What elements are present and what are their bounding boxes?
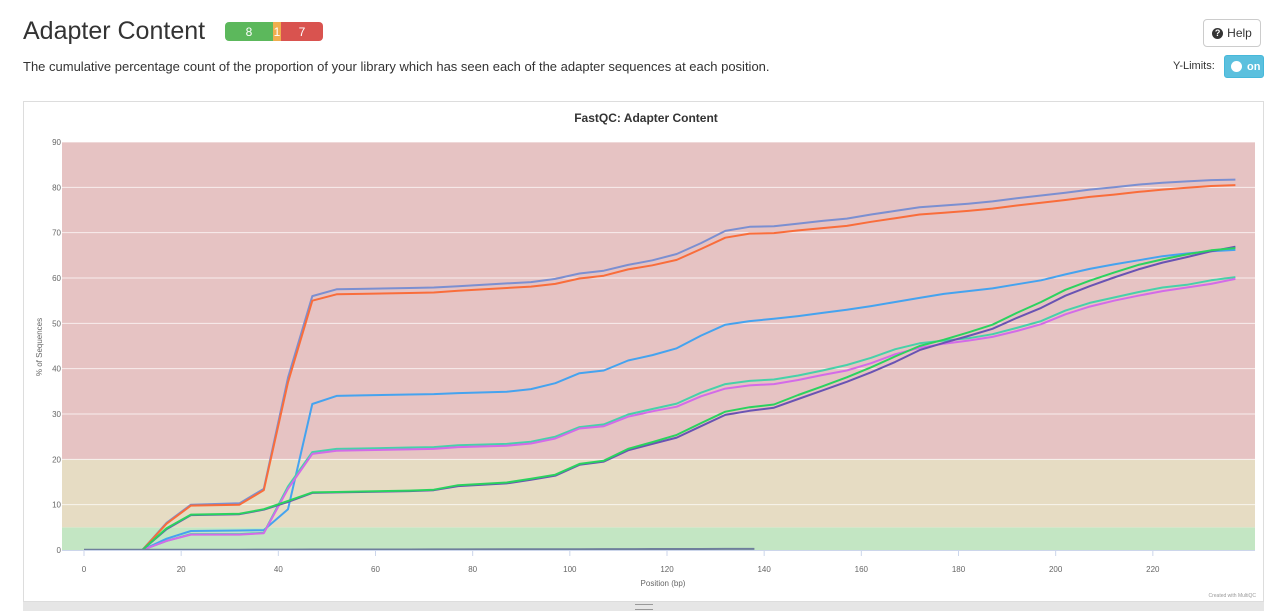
y-axis-label: % of Sequences bbox=[35, 318, 44, 376]
threshold-band bbox=[62, 527, 1255, 550]
y-tick-label: 50 bbox=[52, 319, 61, 328]
x-tick-label: 60 bbox=[371, 565, 380, 574]
toggle-knob bbox=[1231, 61, 1242, 72]
status-fail-count[interactable]: 7 bbox=[281, 22, 323, 41]
y-tick-label: 10 bbox=[52, 501, 61, 510]
help-button-label: Help bbox=[1227, 26, 1252, 40]
section-description: The cumulative percentage count of the p… bbox=[23, 59, 770, 74]
y-tick-label: 30 bbox=[52, 410, 61, 419]
page-title: Adapter Content bbox=[23, 17, 206, 45]
x-tick-label: 20 bbox=[177, 565, 186, 574]
y-tick-label: 20 bbox=[52, 455, 61, 464]
threshold-band bbox=[62, 459, 1255, 528]
y-tick-label: 80 bbox=[52, 183, 61, 192]
y-limits-label: Y-Limits: bbox=[1173, 60, 1215, 72]
question-circle-icon: ? bbox=[1212, 27, 1224, 39]
toggle-label: on bbox=[1247, 60, 1261, 73]
series-line-7[interactable] bbox=[84, 247, 1236, 551]
y-tick-label: 70 bbox=[52, 229, 61, 238]
series-line-8[interactable] bbox=[84, 547, 755, 551]
chart-credit: Created with MultiQC bbox=[1208, 593, 1256, 599]
x-axis-label: Position (bp) bbox=[641, 579, 686, 588]
x-tick-label: 80 bbox=[468, 565, 477, 574]
x-tick-label: 180 bbox=[952, 565, 966, 574]
series-line-2[interactable] bbox=[84, 184, 1236, 551]
x-tick-label: 160 bbox=[855, 565, 869, 574]
x-tick-label: 200 bbox=[1049, 565, 1063, 574]
x-tick-label: 100 bbox=[563, 565, 577, 574]
x-tick-label: 0 bbox=[82, 565, 87, 574]
threshold-band bbox=[62, 142, 1255, 460]
series-line-3[interactable] bbox=[84, 248, 1236, 551]
y-tick-label: 60 bbox=[52, 274, 61, 283]
help-button[interactable]: ? Help bbox=[1203, 19, 1261, 47]
x-tick-label: 40 bbox=[274, 565, 283, 574]
series-line-1[interactable] bbox=[84, 178, 1236, 551]
chart-svg: 0 10 20 30 40 50 60 70 80 90 0 20 40 60 80 100 120 140 160… bbox=[35, 111, 1256, 599]
status-badge[interactable]: 8 1 7 bbox=[225, 22, 323, 41]
y-tick-label: 90 bbox=[52, 138, 61, 147]
series-line-5[interactable] bbox=[84, 277, 1236, 551]
series-line-4[interactable] bbox=[84, 276, 1236, 551]
x-tick-label: 140 bbox=[757, 565, 771, 574]
status-warn-count[interactable]: 1 bbox=[273, 22, 281, 41]
chart-resize-handle[interactable] bbox=[23, 602, 1264, 611]
y-tick-label: 0 bbox=[57, 546, 62, 555]
y-limits-toggle[interactable]: on bbox=[1224, 55, 1264, 78]
status-pass-count[interactable]: 8 bbox=[225, 22, 273, 41]
adapter-content-chart[interactable]: 0 10 20 30 40 50 60 70 80 90 0 20 40 60 80 100 120 140 160… bbox=[23, 101, 1264, 602]
x-tick-label: 120 bbox=[660, 565, 674, 574]
x-tick-label: 220 bbox=[1146, 565, 1160, 574]
grip-icon bbox=[634, 603, 653, 610]
y-tick-label: 40 bbox=[52, 365, 61, 374]
chart-title: FastQC: Adapter Content bbox=[574, 111, 718, 125]
